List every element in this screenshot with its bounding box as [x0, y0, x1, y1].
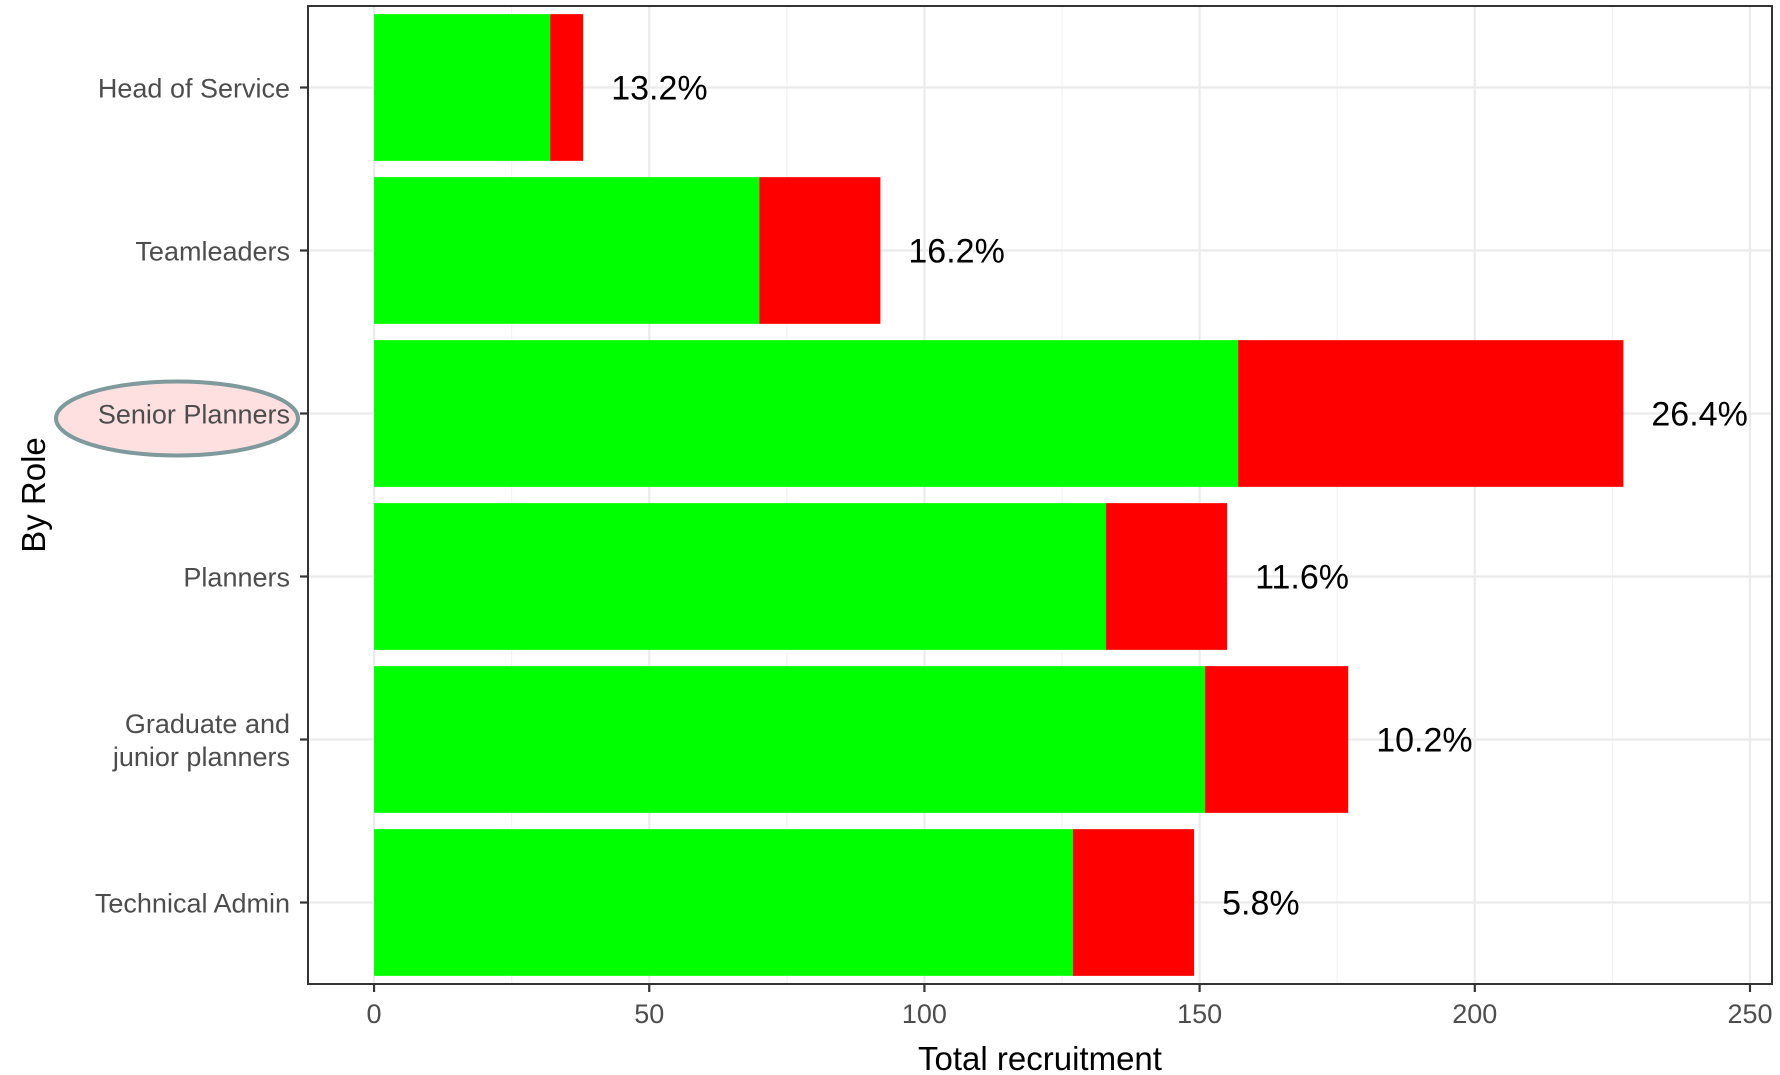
bar-segment-red [550, 14, 584, 161]
bar-segment-red [759, 177, 881, 324]
bar-segment-green [374, 340, 1239, 487]
bar-segment-red [1106, 503, 1228, 650]
x-axis: 0 50 100 150 200 250 [367, 984, 1773, 1029]
bar-segment-red [1205, 666, 1349, 813]
bar-segment-red [1073, 829, 1195, 976]
bar-segment-green [374, 14, 551, 161]
x-axis-title: Total recruitment [918, 1040, 1162, 1075]
x-tick-label: 250 [1727, 999, 1772, 1029]
y-tick-label: Graduate and [125, 709, 290, 739]
bar-segment-green [374, 829, 1074, 976]
y-tick-label: junior planners [112, 742, 290, 772]
bar-value-label: 13.2% [611, 70, 707, 108]
bars [374, 14, 1624, 976]
bar-segment-green [374, 503, 1107, 650]
bar-segment-green [374, 177, 760, 324]
x-tick-label: 100 [902, 999, 947, 1029]
plot-panel-border [307, 5, 1773, 985]
x-tick-label: 200 [1452, 999, 1497, 1029]
bar-value-labels: 13.2% 16.2% 26.4% 11.6% 10.2% 5.8% [611, 70, 1748, 923]
y-tick-label: Technical Admin [95, 889, 290, 919]
bar-segment-red [1238, 340, 1624, 487]
bar-value-label: 26.4% [1651, 396, 1747, 434]
bar-value-label: 5.8% [1222, 885, 1300, 923]
bar-value-label: 11.6% [1255, 559, 1349, 597]
y-tick-label: Head of Service [98, 74, 290, 104]
y-tick-label: Teamleaders [135, 237, 290, 267]
x-tick-label: 0 [367, 999, 382, 1029]
bar-value-label: 10.2% [1376, 722, 1472, 760]
bar-value-label: 16.2% [908, 233, 1004, 271]
highlight-ellipse [54, 379, 300, 458]
y-tick-label: Planners [183, 563, 290, 593]
y-tick-label: Senior Planners [98, 400, 290, 430]
y-axis: Head of Service Teamleaders Senior Planner… [54, 74, 308, 919]
y-axis-title: By Role [15, 437, 52, 553]
x-tick-label: 150 [1177, 999, 1222, 1029]
bar-segment-green [374, 666, 1206, 813]
x-tick-label: 50 [634, 999, 664, 1029]
